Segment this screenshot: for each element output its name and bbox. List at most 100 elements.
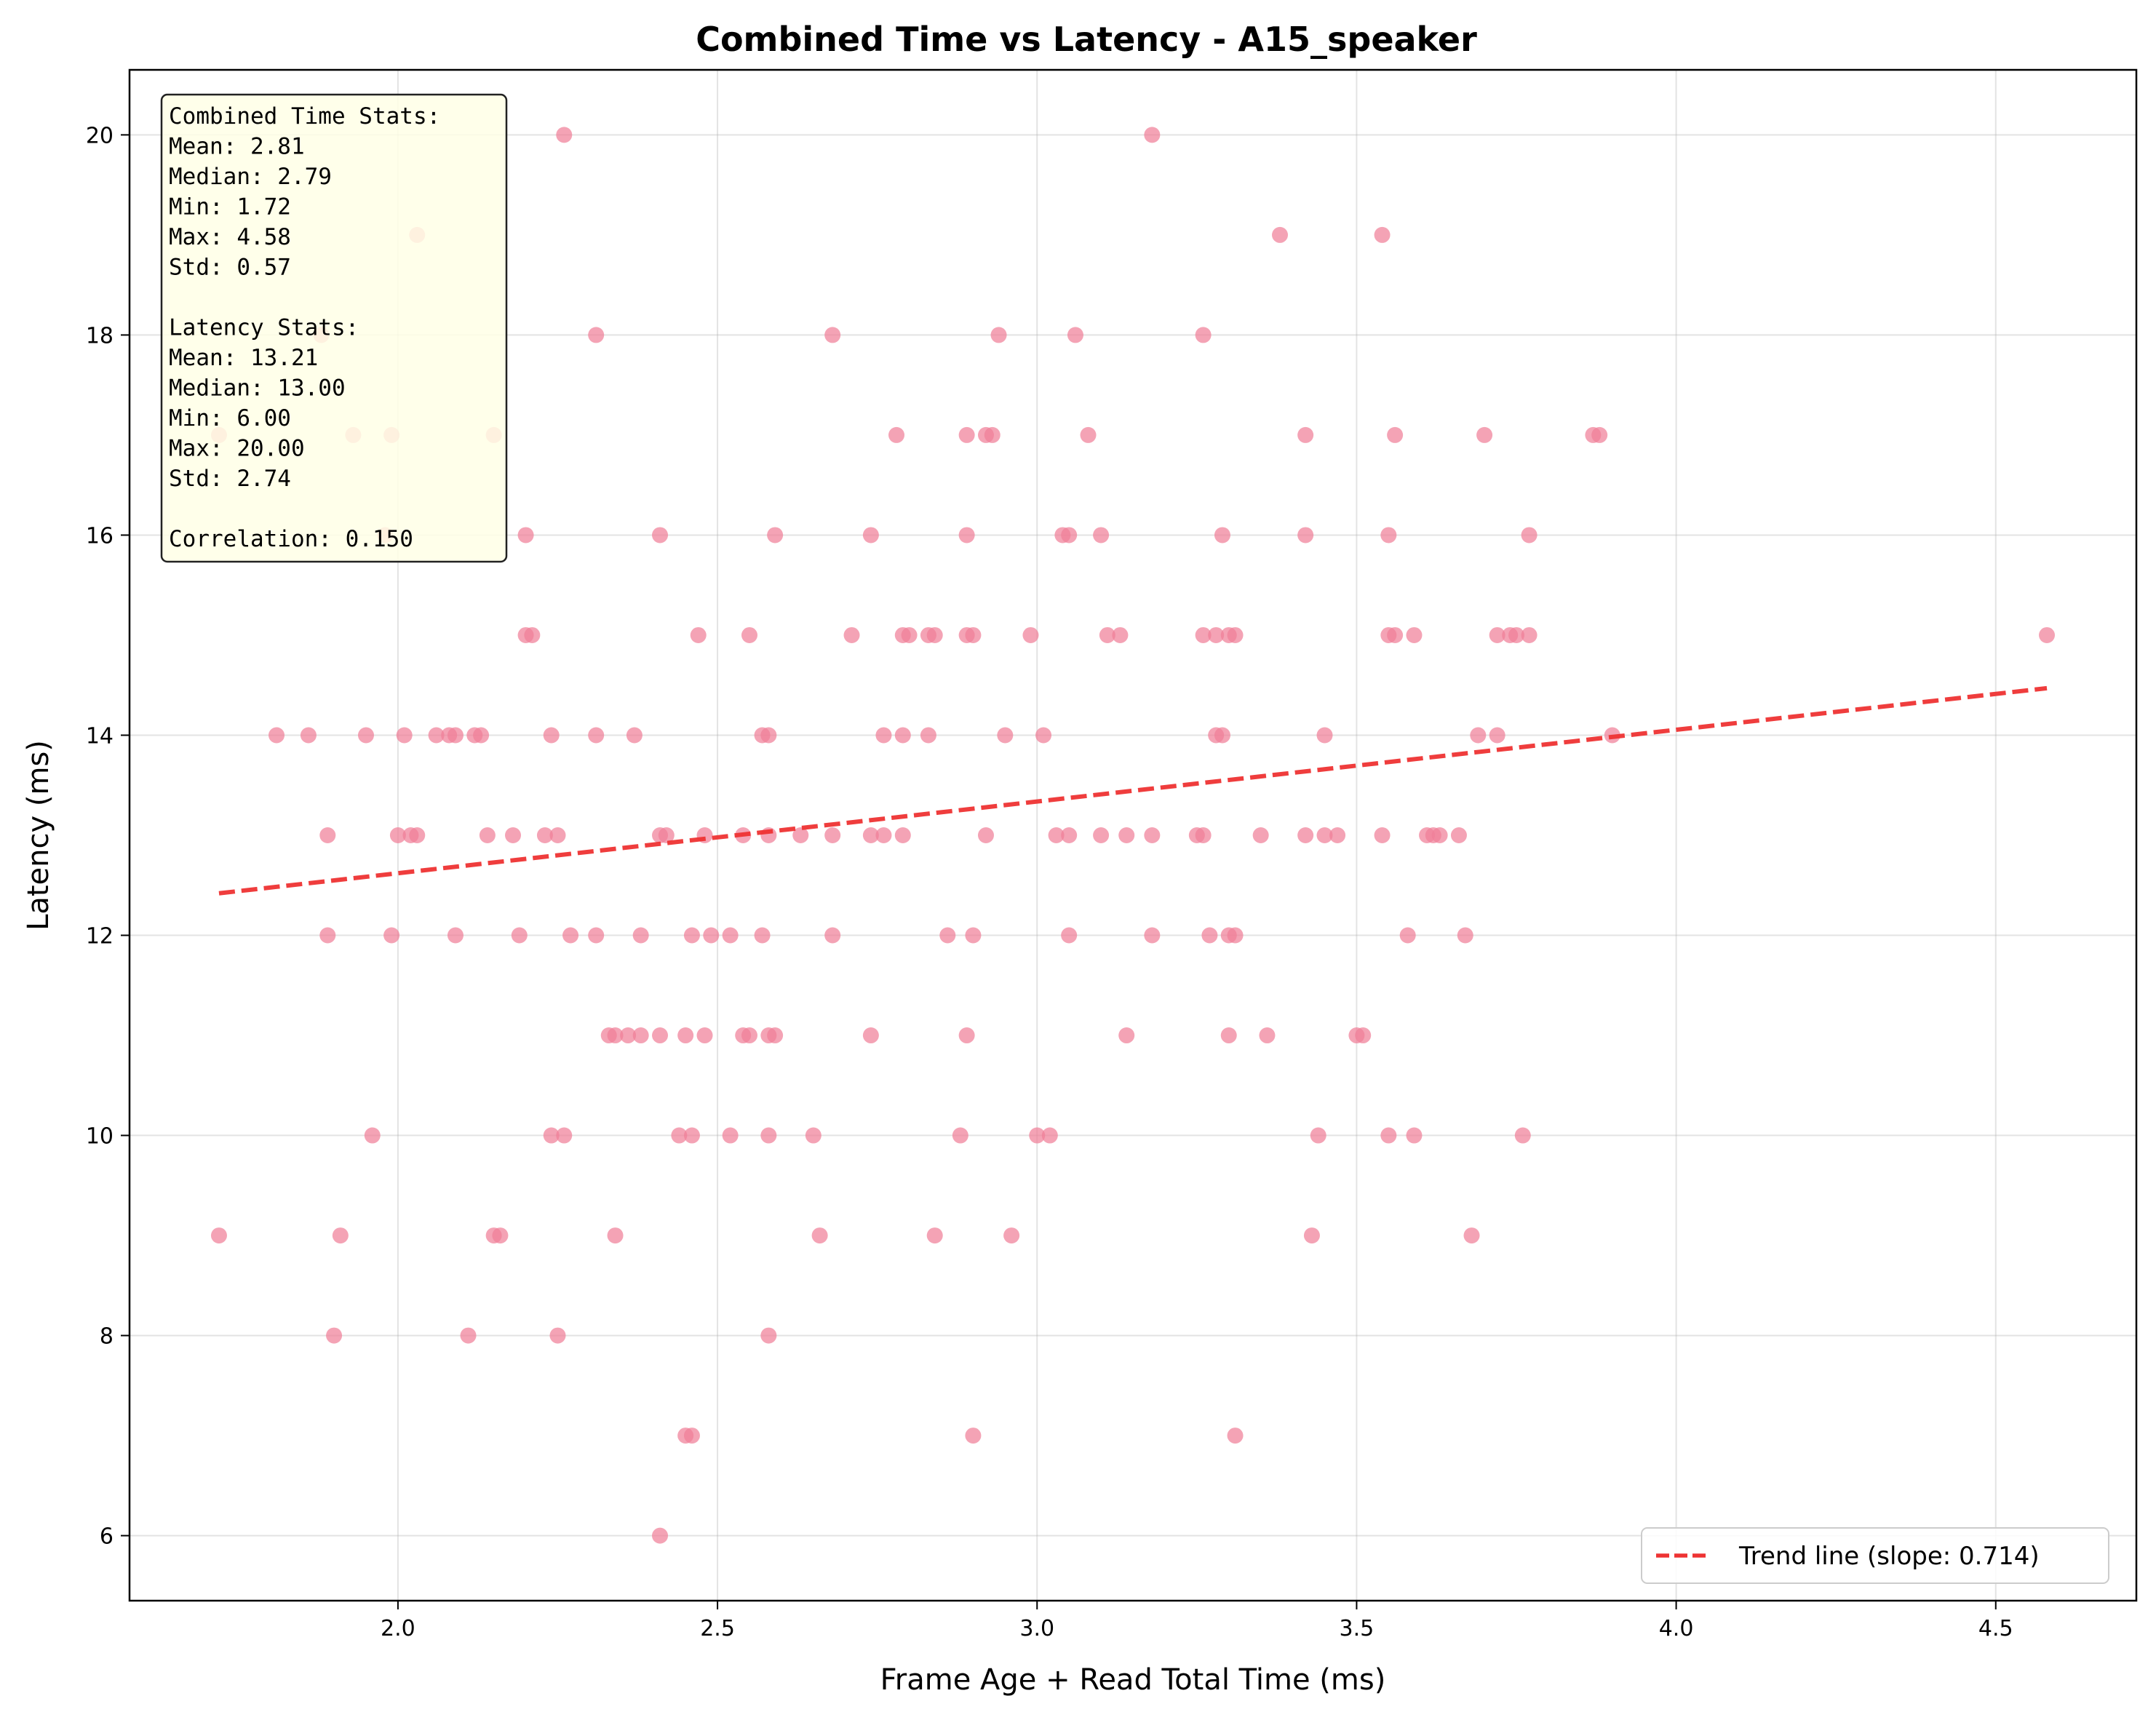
data-point [1297,827,1314,843]
data-point [1220,1027,1237,1044]
data-point [920,727,936,744]
legend: Trend line (slope: 0.714) [1641,1527,2109,1584]
data-point [652,1027,669,1044]
data-point [1041,1127,1058,1144]
data-point [990,327,1007,343]
data-point [1061,527,1078,544]
data-point [1201,927,1218,944]
y-tick-label: 18 [86,323,114,349]
data-point [549,1327,566,1344]
data-point [1406,1127,1423,1144]
data-point [1214,527,1230,544]
data-point [1406,626,1423,643]
data-point [543,727,560,744]
data-point [958,426,975,443]
data-point [1521,626,1538,643]
data-point [1067,327,1083,343]
data-point [632,927,649,944]
data-point [754,927,771,944]
stats-line: Max: 20.00 [169,436,305,462]
data-point [741,626,757,643]
data-point [1029,1127,1046,1144]
data-point [1195,827,1212,843]
data-point [977,827,994,843]
y-tick-label: 10 [86,1124,114,1150]
data-point [875,827,892,843]
data-points [210,127,2056,1544]
y-tick-label: 8 [100,1324,114,1350]
data-point [824,327,841,343]
data-point [524,626,541,643]
data-point [805,1127,822,1144]
data-point [1380,1127,1397,1144]
stats-line: Latency Stats: [169,315,359,341]
data-point [1252,827,1269,843]
data-point [683,1127,700,1144]
data-point [511,927,528,944]
data-point [268,727,285,744]
y-tick-label: 14 [86,723,114,749]
data-point [1470,727,1487,744]
data-point [926,626,943,643]
data-point [1489,727,1505,744]
trend-line-group [218,685,2048,896]
data-point [1310,1127,1326,1144]
data-point [632,1027,649,1044]
stats-line: Correlation: 0.150 [169,526,413,552]
data-point [652,527,669,544]
data-point [683,1428,700,1444]
data-point [1061,827,1078,843]
data-point [1227,927,1244,944]
data-point [958,1027,975,1044]
data-point [428,727,445,744]
data-point [357,727,374,744]
data-point [894,827,911,843]
y-tick-label: 20 [86,123,114,148]
data-point [1093,527,1110,544]
data-point [562,927,579,944]
x-tick-label: 2.5 [700,1616,735,1641]
data-point [319,827,336,843]
stats-line: Max: 4.58 [169,224,291,250]
trend-line [218,685,2048,896]
data-point [1508,626,1525,643]
data-point [210,1227,227,1244]
data-point [1214,727,1230,744]
data-point [984,426,1001,443]
x-tick-label: 3.0 [1019,1616,1054,1641]
data-point [1521,527,1538,544]
data-point [958,527,975,544]
x-tick-label: 4.5 [1978,1616,2013,1641]
data-point [556,1127,573,1144]
data-point [658,827,675,843]
data-point [965,1428,982,1444]
data-point [862,827,879,843]
data-point [447,927,464,944]
data-point [1514,1127,1531,1144]
data-point [1118,1027,1135,1044]
data-point [536,827,553,843]
stats-line: Min: 1.72 [169,194,291,220]
data-point [1355,1027,1372,1044]
data-point [1316,827,1333,843]
data-point [1003,1227,1020,1244]
data-point [677,1027,694,1044]
data-point [683,927,700,944]
data-point [997,727,1014,744]
data-point [1144,927,1161,944]
stats-line: Mean: 2.81 [169,134,305,160]
x-axis-label: Frame Age + Read Total Time (ms) [880,1663,1386,1697]
legend-label: Trend line (slope: 0.714) [1738,1542,2040,1571]
data-point [1099,626,1115,643]
data-point [894,727,911,744]
data-point [1297,527,1314,544]
data-point [767,527,784,544]
data-point [703,927,720,944]
data-point [607,1227,624,1244]
y-axis-ticks: 6 8 10 12 14 16 18 20 [86,123,130,1550]
y-axis-label: Latency (ms) [22,740,55,931]
data-point [875,727,892,744]
data-point [1080,426,1097,443]
chart-title: Combined Time vs Latency - A15_speaker [696,20,1477,59]
